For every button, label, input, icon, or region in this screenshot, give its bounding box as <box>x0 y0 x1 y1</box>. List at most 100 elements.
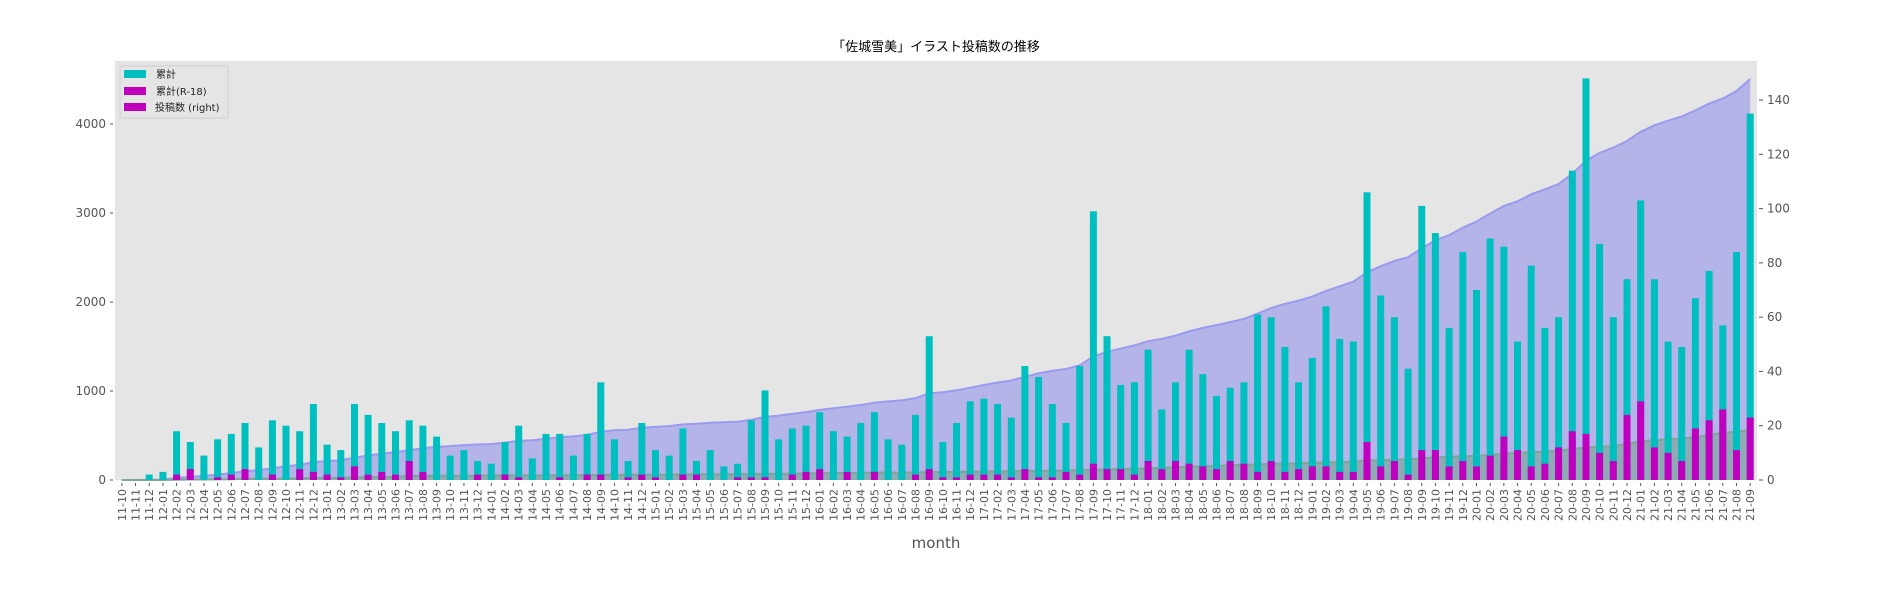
bar-posts <box>1117 385 1125 480</box>
bar-posts-r18 <box>419 471 427 480</box>
bar-posts-r18 <box>1568 431 1576 480</box>
bar-posts <box>720 466 728 480</box>
x-tick-label: 20-03 <box>1498 489 1511 521</box>
bar-posts <box>433 436 441 480</box>
x-tick-label: 18-07 <box>1224 489 1237 521</box>
x-tick-label: 14-08 <box>581 489 594 521</box>
bar-posts <box>419 425 427 480</box>
bar-posts <box>186 442 194 480</box>
bar-posts-r18 <box>1445 466 1453 480</box>
bar-posts <box>1322 306 1330 480</box>
bar-posts <box>1473 290 1480 480</box>
left-y-tick-label: 0 <box>98 473 106 487</box>
bar-posts-r18 <box>1240 463 1248 480</box>
right-y-tick-label: 60 <box>1767 310 1782 324</box>
bar-posts <box>953 423 960 480</box>
bar-posts-r18 <box>1404 474 1412 480</box>
bar-posts <box>1596 243 1604 480</box>
bar-posts-r18 <box>1281 471 1289 480</box>
x-tick-label: 14-05 <box>540 489 553 521</box>
bar-posts-r18 <box>1336 471 1344 480</box>
bar-posts-r18 <box>392 474 399 480</box>
x-tick-label: 13-09 <box>431 489 444 521</box>
right-y-tick-label: 40 <box>1767 364 1782 378</box>
bar-posts-r18 <box>268 474 276 480</box>
bar-posts-r18 <box>1213 469 1220 480</box>
bar-posts-r18 <box>1076 474 1084 480</box>
bar-posts-r18 <box>186 469 194 480</box>
x-tick-label: 13-10 <box>444 489 457 521</box>
bar-posts <box>1158 409 1166 480</box>
bar-posts <box>1363 192 1371 481</box>
bar-posts <box>1226 387 1234 480</box>
bar-posts <box>788 428 796 480</box>
bar-posts <box>638 423 646 480</box>
bar-posts <box>268 420 276 480</box>
bar-posts <box>1691 298 1699 480</box>
x-tick-label: 15-11 <box>786 489 799 521</box>
bar-posts <box>1377 295 1385 480</box>
right-y-tick-label: 140 <box>1767 93 1790 107</box>
bar-posts-r18 <box>1691 428 1699 480</box>
bar-posts <box>1308 357 1316 480</box>
bar-posts-r18 <box>1062 471 1070 480</box>
bar-posts <box>925 336 933 480</box>
bar-posts-r18 <box>734 477 742 480</box>
x-tick-label: 16-11 <box>951 489 964 521</box>
legend-box <box>119 65 229 119</box>
bar-posts-r18 <box>597 474 605 480</box>
bar-posts <box>1035 376 1043 480</box>
x-tick-label: 20-11 <box>1607 489 1620 521</box>
x-tick-label: 14-10 <box>608 489 621 521</box>
bar-posts-r18 <box>816 469 824 480</box>
bar-posts <box>1048 404 1056 480</box>
x-tick-label: 13-01 <box>321 489 334 521</box>
bar-posts <box>309 404 317 480</box>
bar-posts <box>706 450 714 480</box>
x-tick-label: 19-05 <box>1361 489 1374 521</box>
bar-posts-r18 <box>1746 417 1754 480</box>
bar-posts <box>542 433 550 480</box>
bar-posts-r18 <box>1254 471 1262 480</box>
bar-posts-r18 <box>556 477 564 480</box>
bar-posts <box>884 439 892 480</box>
bar-posts <box>624 461 632 480</box>
x-tick-label: 11-10 <box>116 489 129 521</box>
bar-posts-r18 <box>1144 461 1152 480</box>
x-tick-label: 17-08 <box>1074 489 1087 521</box>
x-tick-label: 15-08 <box>745 489 758 521</box>
x-tick-label: 14-03 <box>513 489 526 521</box>
x-tick-label: 17-09 <box>1087 489 1100 521</box>
legend: 累計 累計(R-18) 投稿数 (right) <box>119 65 229 119</box>
bar-posts-r18 <box>1308 466 1316 480</box>
x-tick-label: 12-09 <box>266 489 279 521</box>
legend-swatch-cumulative <box>124 70 146 78</box>
bar-posts <box>337 450 345 480</box>
bar-posts-r18 <box>1418 450 1426 480</box>
bar-posts <box>1349 341 1357 480</box>
bar-posts <box>734 463 742 480</box>
bar-posts-r18 <box>679 474 687 480</box>
bar-posts-r18 <box>638 474 646 480</box>
bar-posts <box>1076 366 1084 480</box>
bar-posts <box>775 439 783 480</box>
bar-posts <box>1240 382 1248 480</box>
x-tick-label: 13-06 <box>390 489 403 521</box>
bar-posts-r18 <box>1719 409 1727 480</box>
bar-posts <box>966 401 974 480</box>
x-tick-label: 20-04 <box>1512 489 1525 521</box>
bar-posts-r18 <box>1705 420 1713 480</box>
x-tick-label: 18-12 <box>1293 489 1306 521</box>
x-tick-label: 17-05 <box>1033 489 1046 521</box>
x-tick-label: 21-06 <box>1703 489 1716 521</box>
bar-posts <box>898 444 906 480</box>
x-tick-label: 14-09 <box>595 489 608 521</box>
bar-posts-r18 <box>1650 447 1658 480</box>
x-tick-label: 17-03 <box>1005 489 1018 521</box>
bar-posts <box>1733 252 1740 480</box>
bar-posts <box>1637 200 1645 480</box>
bar-posts <box>597 382 605 480</box>
bar-posts <box>446 455 454 480</box>
bar-posts <box>323 444 331 480</box>
